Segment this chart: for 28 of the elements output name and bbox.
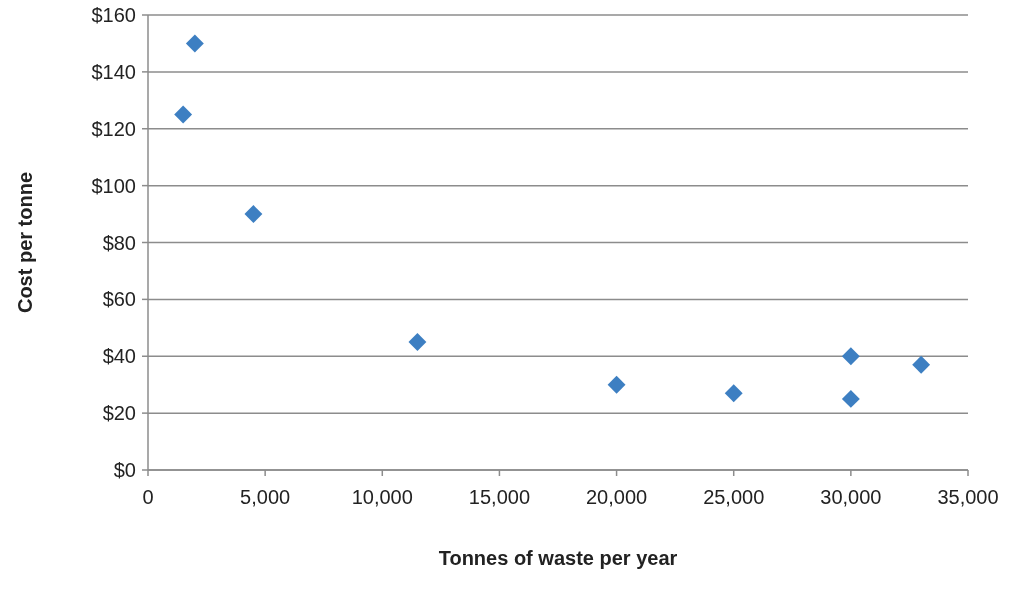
point <box>408 333 427 351</box>
x-tick-label: 30,000 <box>820 486 882 508</box>
y-tick-label: $0 <box>113 459 136 481</box>
y-tick-label: $80 <box>102 231 136 254</box>
y-tick-label: $100 <box>91 174 136 197</box>
y-tick-label: $40 <box>102 345 136 368</box>
x-tick-label: 25,000 <box>703 486 765 508</box>
y-tick-label: $160 <box>91 4 136 26</box>
x-tick-label: 0 <box>142 486 154 508</box>
point <box>185 34 204 53</box>
y-tick-label: $120 <box>91 117 136 140</box>
y-tick-label: $60 <box>102 288 136 311</box>
x-tick-label: 35,000 <box>937 486 999 508</box>
x-tick-label: 10,000 <box>351 486 413 508</box>
x-tick-label: 5,000 <box>240 486 291 508</box>
x-tick-label: 15,000 <box>468 486 531 508</box>
y-tick-label: $20 <box>102 402 136 425</box>
point <box>841 347 860 366</box>
point <box>724 384 743 403</box>
point <box>244 205 263 224</box>
x-tick-label: 20,000 <box>585 486 648 508</box>
y-tick-label: $140 <box>91 60 136 83</box>
point <box>174 105 193 124</box>
point <box>841 389 860 408</box>
y-axis-title: Cost per tonne <box>14 171 36 314</box>
point <box>607 375 626 394</box>
x-axis-title: Tonnes of waste per year <box>438 547 678 569</box>
point <box>912 355 931 374</box>
